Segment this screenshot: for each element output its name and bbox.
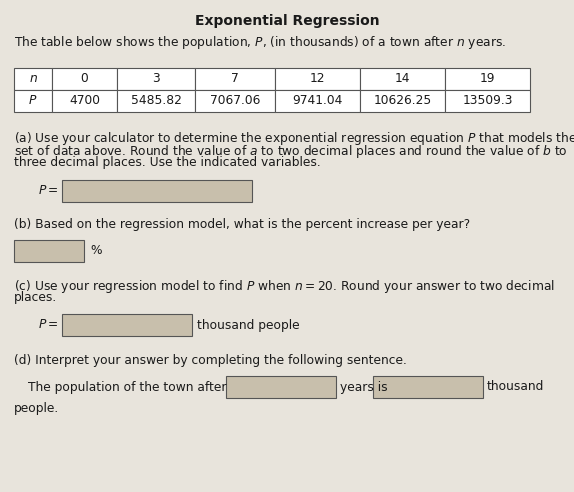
Bar [62,314,192,336]
Text: The population of the town after: The population of the town after [28,380,227,394]
Text: 13509.3: 13509.3 [462,94,513,107]
Text: 7067.06: 7067.06 [210,94,260,107]
Bar [52,68,117,90]
Text: set of data above. Round the value of $a$ to two decimal places and round the va: set of data above. Round the value of $a… [14,143,568,160]
Text: $P =$: $P =$ [38,184,59,197]
Text: %: % [90,245,102,257]
Bar [195,68,275,90]
Text: years is: years is [340,380,387,394]
Bar [195,90,275,112]
Text: 10626.25: 10626.25 [373,94,432,107]
Text: three decimal places. Use the indicated variables.: three decimal places. Use the indicated … [14,156,321,169]
Text: (b) Based on the regression model, what is the percent increase per year?: (b) Based on the regression model, what … [14,218,470,231]
Text: 4700: 4700 [69,94,100,107]
Bar [275,90,360,112]
Text: 9741.04: 9741.04 [292,94,343,107]
Text: 12: 12 [310,72,325,86]
Text: thousand people: thousand people [197,318,300,332]
Text: (a) Use your calculator to determine the exponential regression equation $P$ tha: (a) Use your calculator to determine the… [14,130,574,147]
Bar [373,376,483,398]
Bar [14,240,84,262]
Text: (d) Interpret your answer by completing the following sentence.: (d) Interpret your answer by completing … [14,354,407,367]
Text: $n$: $n$ [29,72,37,86]
Text: The table below shows the population, $P$, (in thousands) of a town after $n$ ye: The table below shows the population, $P… [14,34,506,51]
Text: 19: 19 [480,72,495,86]
Bar [62,180,252,202]
Bar [445,90,530,112]
Text: (c) Use your regression model to find $P$ when $n = 20$. Round your answer to tw: (c) Use your regression model to find $P… [14,278,555,295]
Bar [226,376,336,398]
Text: 14: 14 [395,72,410,86]
Text: $P =$: $P =$ [38,318,59,332]
Bar [117,68,195,90]
Text: 5485.82: 5485.82 [130,94,181,107]
Text: people.: people. [14,402,59,415]
Text: 0: 0 [80,72,88,86]
Bar [275,68,360,90]
Bar [117,90,195,112]
Text: $P$: $P$ [28,94,38,107]
Text: places.: places. [14,291,57,304]
Text: 7: 7 [231,72,239,86]
Bar [52,90,117,112]
Text: thousand: thousand [487,380,544,394]
Text: Exponential Regression: Exponential Regression [195,14,379,28]
Bar [14,90,52,112]
Bar [360,68,445,90]
Bar [360,90,445,112]
Text: 3: 3 [152,72,160,86]
Bar [14,68,52,90]
Bar [445,68,530,90]
